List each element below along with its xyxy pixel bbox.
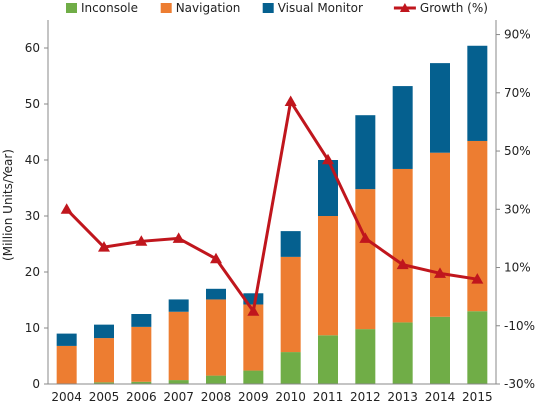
bar-visual-monitor-2008	[206, 288, 226, 300]
y2-tick-label: 50%	[504, 144, 531, 158]
legend-swatch-navigation	[160, 3, 172, 13]
bar-visual-monitor-2011	[318, 160, 338, 216]
x-tick-label: 2007	[163, 390, 194, 404]
x-tick-label: 2015	[462, 390, 493, 404]
y-axis-title: (Million Units/Year)	[1, 149, 15, 261]
bar-inconsole-2007	[168, 380, 189, 384]
y2-tick-label: -10%	[504, 319, 535, 333]
x-tick-label: 2012	[350, 390, 381, 404]
growth-marker-2011	[322, 153, 334, 165]
bar-group	[56, 45, 488, 384]
legend: Inconsole Navigation Visual Monitor Growth …	[66, 1, 488, 15]
y-tick-label: 10	[25, 321, 40, 335]
bar-visual-monitor-2014	[430, 63, 450, 153]
growth-marker-2007	[172, 232, 185, 243]
x-tick-label: 2009	[238, 390, 269, 404]
legend-label-navigation: Navigation	[176, 1, 241, 15]
bar-inconsole-2006	[131, 381, 152, 384]
legend-label-growth: Growth (%)	[420, 1, 488, 15]
bar-visual-monitor-2009	[243, 293, 264, 305]
bar-inconsole-2013	[392, 322, 413, 384]
y2-tick-label: 70%	[504, 86, 531, 100]
bar-navigation-2012	[355, 189, 376, 330]
y2-tick-label: 90%	[504, 28, 531, 42]
x-tick-label: 2008	[201, 390, 232, 404]
legend-swatch-visual-monitor	[262, 3, 274, 13]
axes: 0 10 20 30 40 50 60 -30% -10% 10% 30% 50% 70% 90% 2004…	[25, 20, 535, 404]
y-tick-label: 30	[25, 209, 40, 223]
bar-visual-monitor-2015	[467, 45, 488, 141]
growth-marker-2006	[135, 235, 148, 246]
bar-inconsole-2015	[467, 311, 488, 384]
x-tick-label: 2006	[126, 390, 157, 404]
bar-navigation-2004	[56, 345, 77, 384]
legend-swatch-inconsole	[66, 3, 77, 13]
growth-marker-2005	[98, 241, 110, 252]
growth-marker-2010	[284, 95, 297, 107]
legend-marker-growth	[399, 3, 410, 12]
x-tick-label: 2005	[89, 390, 120, 404]
y-tick-label: 40	[25, 153, 40, 167]
growth-marker-2009	[247, 305, 260, 316]
x-tick-label: 2014	[425, 390, 456, 404]
bar-inconsole-2005	[94, 382, 114, 384]
x-tick-label: 2013	[387, 390, 418, 404]
y-tick-label: 60	[25, 41, 40, 55]
bar-navigation-2011	[318, 216, 338, 336]
bar-inconsole-2008	[206, 375, 226, 384]
y-tick-label: 20	[25, 265, 40, 279]
bar-navigation-2007	[168, 311, 189, 381]
growth-marker-2012	[359, 232, 372, 243]
bar-visual-monitor-2006	[131, 314, 152, 327]
x-tick-label: 2004	[51, 390, 82, 404]
growth-marker-2008	[210, 252, 222, 264]
bar-inconsole-2014	[430, 316, 450, 384]
bar-inconsole-2011	[318, 335, 338, 384]
bar-visual-monitor-2005	[94, 324, 114, 339]
growth-line-group	[60, 95, 484, 316]
bar-inconsole-2012	[355, 329, 376, 384]
bar-navigation-2006	[131, 326, 152, 382]
bar-navigation-2013	[392, 168, 413, 323]
bar-navigation-2005	[94, 338, 114, 383]
y-tick-label: 50	[25, 97, 40, 111]
legend-label-inconsole: Inconsole	[81, 1, 138, 15]
bar-visual-monitor-2007	[168, 299, 189, 312]
growth-marker-2014	[434, 267, 446, 278]
growth-marker-2004	[60, 203, 73, 214]
growth-line	[65, 100, 478, 313]
y2-tick-label: -30%	[504, 377, 535, 391]
bar-visual-monitor-2004	[56, 333, 77, 346]
legend-label-visual-monitor: Visual Monitor	[278, 1, 363, 15]
x-tick-label: 2010	[275, 390, 306, 404]
x-tick-label: 2011	[313, 390, 344, 404]
y2-tick-label: 30%	[504, 202, 531, 216]
growth-marker-2013	[396, 258, 409, 270]
bar-visual-monitor-2013	[392, 86, 413, 169]
bar-visual-monitor-2010	[280, 231, 301, 257]
bar-inconsole-2010	[280, 352, 301, 384]
bar-navigation-2009	[243, 304, 264, 371]
bar-inconsole-2009	[243, 370, 264, 384]
bar-navigation-2008	[206, 299, 226, 376]
bar-navigation-2014	[430, 152, 450, 317]
bar-visual-monitor-2012	[355, 115, 376, 190]
bar-navigation-2015	[467, 140, 488, 312]
bar-navigation-2010	[280, 256, 301, 353]
growth-marker-2015	[471, 273, 484, 284]
y-tick-label: 0	[32, 377, 40, 391]
y2-tick-label: 10%	[504, 261, 531, 275]
